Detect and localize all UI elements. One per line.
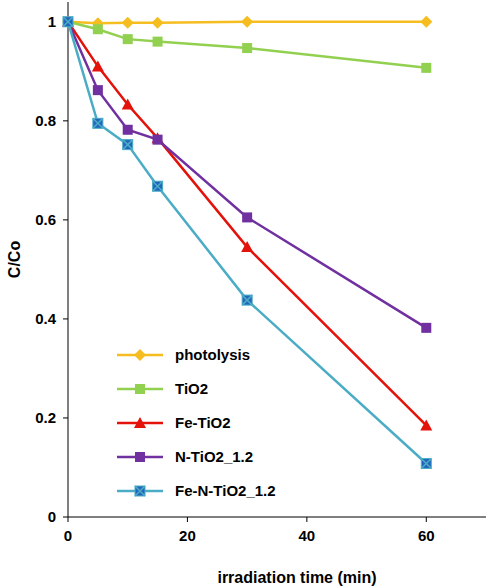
legend-marker — [134, 349, 146, 361]
y-axis-label: C/Co — [6, 241, 23, 279]
y-tick-label: 0 — [48, 508, 56, 525]
point — [242, 295, 252, 305]
y-tick-label: 0.2 — [35, 409, 56, 426]
legend-label: Fe-N-TiO2_1.2 — [175, 482, 276, 499]
point — [420, 419, 432, 430]
x-tick — [187, 517, 188, 522]
marker-box — [153, 181, 163, 191]
series-line — [68, 22, 426, 328]
point — [123, 34, 133, 44]
marker-box — [123, 140, 133, 150]
x-axis — [68, 517, 486, 518]
x-tick — [306, 517, 307, 522]
legend-label: photolysis — [175, 346, 250, 363]
marker-box — [242, 295, 252, 305]
point — [62, 16, 74, 28]
point — [152, 17, 164, 29]
point — [93, 24, 103, 34]
y-tick — [63, 417, 68, 418]
point — [242, 212, 252, 222]
point — [62, 16, 74, 27]
legend-marker — [135, 384, 145, 394]
marker-box — [135, 486, 145, 496]
x-axis-label: irradiation time (min) — [217, 569, 376, 586]
marker-cross — [242, 295, 252, 305]
marker-box — [421, 459, 431, 469]
legend-marker — [135, 486, 145, 496]
chart: 0 0.2 0.4 0.6 0.8 1 0 20 40 60 irradiation time (m… — [0, 0, 490, 588]
plot-area — [62, 16, 432, 469]
point — [241, 241, 253, 252]
y-tick — [63, 219, 68, 220]
series-line — [68, 22, 426, 464]
point — [122, 99, 134, 110]
point — [421, 323, 431, 333]
marker-cross — [63, 17, 73, 27]
y-tick-label: 0.8 — [35, 112, 56, 129]
point — [420, 16, 432, 28]
point — [153, 37, 163, 47]
x-tick-label: 60 — [418, 527, 435, 544]
x-tick — [68, 517, 69, 522]
series-line — [68, 22, 426, 426]
point — [242, 43, 252, 53]
x-tick-label: 40 — [299, 527, 316, 544]
legend-marker — [135, 452, 145, 462]
marker-box — [93, 118, 103, 128]
point — [123, 125, 133, 135]
marker-cross — [123, 140, 133, 150]
y-tick-label: 0.6 — [35, 211, 56, 228]
point — [63, 17, 73, 27]
y-axis — [68, 2, 69, 517]
legend: photolysis TiO2 Fe-TiO2 N-TiO2_1.2 Fe-N-TiO2… — [117, 346, 276, 499]
marker-box — [63, 17, 73, 27]
point — [63, 17, 73, 27]
y-tick — [63, 517, 68, 518]
marker-cross — [153, 181, 163, 191]
marker-cross — [135, 486, 145, 496]
series-line — [68, 22, 426, 68]
point — [93, 118, 103, 128]
legend-label: N-TiO2_1.2 — [175, 448, 253, 465]
point — [92, 60, 104, 71]
point — [123, 140, 133, 150]
y-tick — [63, 120, 68, 121]
x-tick-label: 20 — [179, 527, 196, 544]
x-tick-label: 0 — [64, 527, 72, 544]
point — [241, 16, 253, 28]
legend-label: TiO2 — [175, 380, 208, 397]
y-tick — [63, 318, 68, 319]
point — [421, 63, 431, 73]
point — [122, 17, 134, 29]
point — [93, 85, 103, 95]
y-tick-label: 0.4 — [35, 310, 57, 327]
marker-cross — [421, 459, 431, 469]
x-tick — [426, 517, 427, 522]
legend-label: Fe-TiO2 — [175, 414, 231, 431]
point — [153, 181, 163, 191]
point — [421, 459, 431, 469]
point — [63, 17, 73, 27]
marker-cross — [93, 118, 103, 128]
point — [153, 135, 163, 145]
y-tick-label: 1 — [48, 13, 56, 30]
legend-marker — [134, 417, 146, 428]
